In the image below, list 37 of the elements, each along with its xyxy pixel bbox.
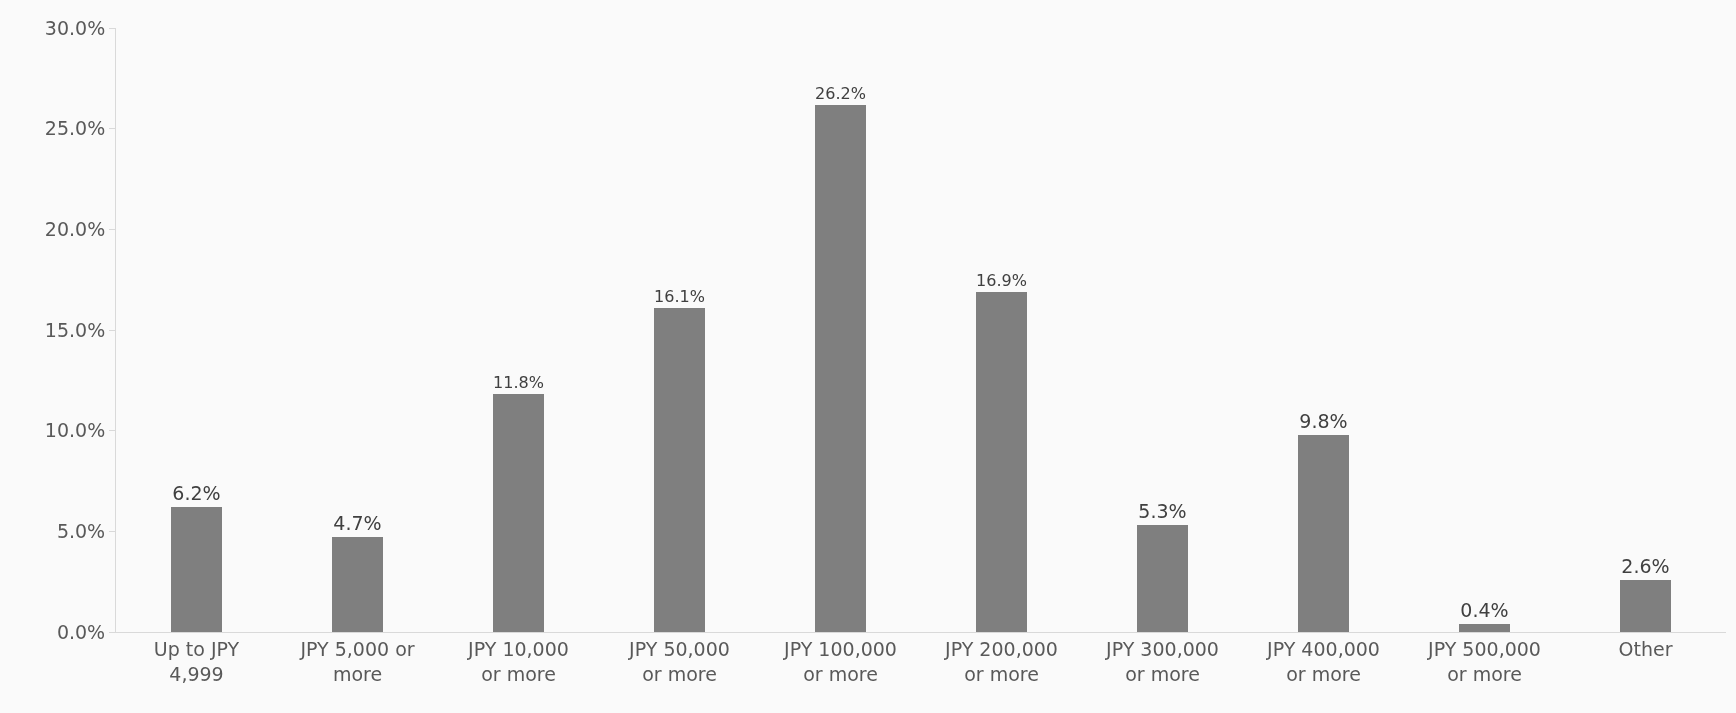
x-tick-label: JPY 500,000 or more	[1427, 637, 1541, 685]
y-tick-label: 0.0%	[56, 620, 106, 643]
bar	[1137, 525, 1188, 632]
x-tick-label: Up to JPY 4,999	[153, 637, 240, 685]
bar	[815, 105, 866, 632]
data-label: 16.9%	[976, 270, 1027, 290]
y-tick-label: 30.0%	[44, 16, 106, 39]
bar	[1298, 435, 1349, 632]
data-label: 5.3%	[1138, 500, 1187, 522]
y-tick-label: 10.0%	[44, 419, 106, 442]
bar	[1620, 580, 1671, 632]
bar	[171, 507, 222, 632]
x-tick-label: JPY 10,000 or more	[467, 637, 569, 685]
data-label: 11.8%	[493, 372, 544, 392]
bar	[976, 292, 1027, 632]
y-tick-label: 15.0%	[44, 318, 106, 341]
bar	[332, 537, 383, 632]
x-tick-label: JPY 50,000 or more	[628, 637, 730, 685]
x-tick-label: JPY 200,000 or more	[944, 637, 1058, 685]
data-label: 9.8%	[1299, 410, 1348, 432]
data-label: 4.7%	[333, 512, 382, 534]
y-tick-label: 25.0%	[44, 117, 106, 140]
x-tick-label: JPY 300,000 or more	[1105, 637, 1219, 685]
bar	[654, 308, 705, 632]
bar	[1459, 624, 1510, 632]
data-label: 26.2%	[815, 83, 866, 103]
x-tick-label: Other	[1618, 637, 1673, 660]
data-label: 16.1%	[654, 286, 705, 306]
bar	[493, 394, 544, 632]
x-tick-label: JPY 400,000 or more	[1266, 637, 1380, 685]
data-label: 0.4%	[1460, 599, 1509, 621]
x-tick-label: JPY 5,000 or more	[299, 637, 415, 685]
y-tick-label: 5.0%	[56, 519, 106, 542]
x-tick-label: JPY 100,000 or more	[783, 637, 897, 685]
y-tick-label: 20.0%	[44, 217, 106, 240]
data-label: 2.6%	[1621, 555, 1670, 577]
data-label: 6.2%	[172, 482, 221, 504]
